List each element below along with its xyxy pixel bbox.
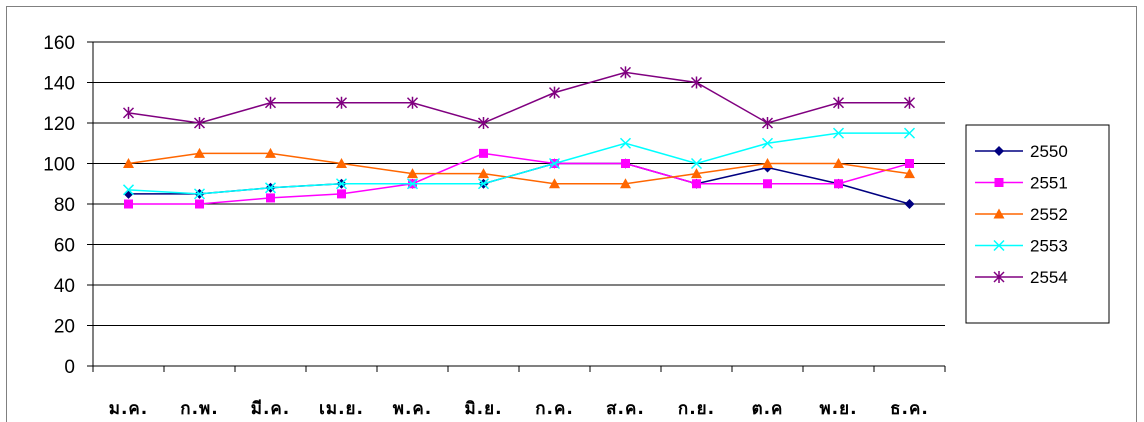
data-point <box>336 158 347 168</box>
x-tick-label: มิ.ย. <box>464 399 502 419</box>
data-point <box>548 86 561 99</box>
data-point <box>762 158 773 168</box>
data-point <box>122 106 135 119</box>
data-point <box>479 148 488 158</box>
data-point <box>549 178 560 189</box>
y-tick-label: 140 <box>43 74 75 95</box>
data-point <box>335 96 348 109</box>
data-point <box>621 159 630 168</box>
x-tick-label: ม.ค. <box>109 399 149 419</box>
legend-item-2552: 2552 <box>975 205 1068 224</box>
data-point <box>691 168 702 179</box>
data-point <box>477 117 490 129</box>
data-point <box>763 179 772 189</box>
data-point <box>903 96 916 109</box>
legend-label: 2553 <box>1030 237 1068 256</box>
data-point <box>690 157 703 170</box>
data-point <box>993 271 1005 283</box>
legend-item-2550: 2550 <box>975 142 1068 161</box>
data-point <box>193 188 206 200</box>
data-point <box>903 127 916 139</box>
legend-label: 2554 <box>1030 268 1068 287</box>
data-point <box>265 147 276 158</box>
x-tick-label: มี.ค. <box>251 398 291 419</box>
data-point <box>904 199 915 209</box>
series-line <box>128 71 910 124</box>
y-tick-label: 80 <box>54 195 75 216</box>
series-2553 <box>122 127 916 200</box>
x-tick-label: ต.ค <box>752 399 784 419</box>
data-point <box>478 168 489 179</box>
series-2554 <box>122 66 916 129</box>
series-line <box>128 152 910 185</box>
data-point <box>834 179 843 189</box>
data-point <box>833 158 844 168</box>
data-point <box>905 159 914 168</box>
chart-frame <box>6 6 1137 422</box>
data-point <box>195 199 204 209</box>
data-point <box>406 178 419 190</box>
y-tick-label: 100 <box>43 155 75 176</box>
data-point <box>548 157 561 170</box>
data-point <box>337 189 346 199</box>
legend-item-2554: 2554 <box>975 268 1068 287</box>
series-2552 <box>123 147 915 189</box>
data-point <box>122 184 135 196</box>
series-layer <box>122 66 916 209</box>
x-tick-label: ก.ค. <box>535 399 574 419</box>
y-axis-ticks: 0 20 40 60 80 100 120 140 160 <box>43 33 93 378</box>
y-tick-label: 0 <box>64 357 75 378</box>
legend-label: 2551 <box>1030 174 1068 193</box>
data-point <box>407 168 418 179</box>
data-point <box>832 96 845 109</box>
legend-box <box>965 124 1110 324</box>
data-point <box>264 96 277 109</box>
x-tick-label: ธ.ค. <box>890 399 929 419</box>
gridlines <box>93 41 945 326</box>
series-line <box>128 152 910 205</box>
data-point <box>994 146 1004 156</box>
y-tick-label: 20 <box>54 317 75 338</box>
data-point <box>266 193 275 203</box>
data-point <box>692 179 701 189</box>
data-point <box>690 76 703 89</box>
legend-label: 2550 <box>1030 142 1068 161</box>
x-tick-label: พ.ย. <box>819 399 857 419</box>
data-point <box>335 178 348 190</box>
data-point <box>193 117 206 129</box>
data-point <box>619 66 632 79</box>
data-point <box>761 137 774 149</box>
data-point <box>264 182 277 194</box>
data-point <box>993 208 1005 219</box>
series-line <box>128 132 910 195</box>
data-point <box>994 178 1004 187</box>
data-point <box>620 178 631 189</box>
x-axis-ticks: ม.ค. ก.พ. มี.ค. เม.ย. พ.ค. มิ.ย. ก.ค. ส.ค. ก.ย. ต… <box>92 366 946 419</box>
data-point <box>993 239 1005 252</box>
y-tick-label: 40 <box>54 276 75 297</box>
y-tick-label: 160 <box>43 33 75 54</box>
y-tick-label: 60 <box>54 236 75 257</box>
legend-item-2553: 2553 <box>975 237 1068 256</box>
x-tick-label: พ.ค. <box>393 399 433 419</box>
data-point <box>832 127 845 139</box>
x-tick-label: ก.พ. <box>180 399 218 419</box>
data-point <box>406 96 419 109</box>
data-point <box>761 117 774 129</box>
x-tick-label: ก.ย. <box>678 399 715 419</box>
data-point <box>477 178 490 190</box>
data-point <box>904 168 915 179</box>
legend-label: 2552 <box>1030 205 1068 224</box>
data-point <box>124 199 133 209</box>
data-point <box>194 147 205 158</box>
y-tick-label: 120 <box>43 114 75 135</box>
data-point <box>123 158 134 168</box>
legend-item-2551: 2551 <box>975 174 1068 193</box>
legend: 2550 2551 2552 2553 2554 <box>965 124 1110 324</box>
x-tick-label: ส.ค. <box>606 399 645 419</box>
x-tick-label: เม.ย. <box>319 399 364 419</box>
data-point <box>619 137 632 149</box>
